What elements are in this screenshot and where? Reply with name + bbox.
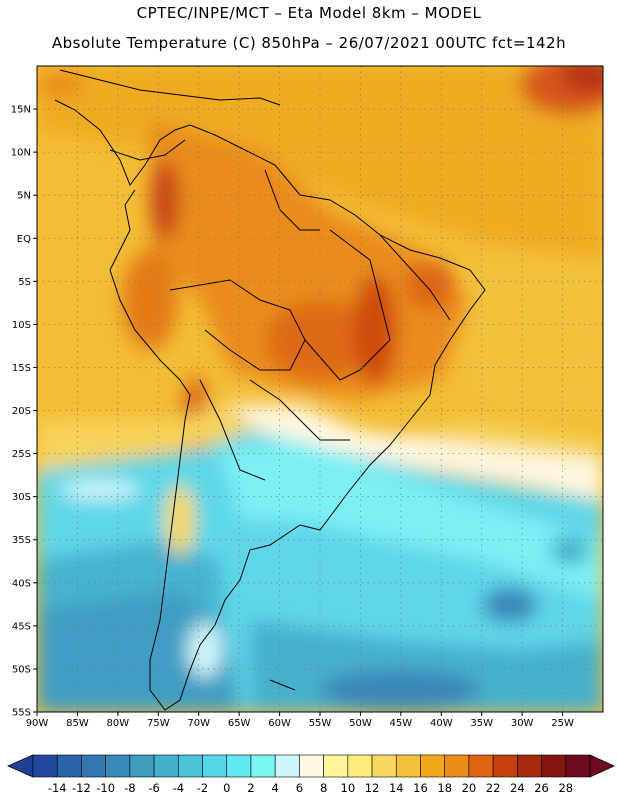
lat-label: 10N: [11, 148, 31, 159]
colorbar-label: -10: [96, 781, 115, 795]
colorbar-label: 20: [462, 781, 477, 795]
map-subtitle: Absolute Temperature (C) 850hPa – 26/07/…: [51, 34, 567, 52]
lat-label: 25S: [12, 449, 31, 460]
lon-label: 90W: [26, 718, 49, 729]
map-frame: [36, 65, 604, 713]
colorbar-swatch: [420, 754, 445, 778]
colorbar: -14 -12 -10 -8 -6 -4 -2 0 2 4 6 8 10 12 14 16 18 20 22 24 26…: [7, 754, 615, 795]
colorbar-swatch: [81, 754, 106, 778]
colorbar-swatch: [444, 754, 470, 778]
colorbar-swatch: [541, 754, 567, 778]
colorbar-label: -4: [173, 781, 184, 795]
lat-label: 20S: [12, 406, 31, 417]
lat-label: 55S: [12, 708, 31, 719]
colorbar-label: -8: [124, 781, 135, 795]
colorbar-label: 14: [389, 781, 404, 795]
colorbar-swatch: [226, 754, 252, 778]
lat-label: 50S: [12, 664, 31, 675]
lon-label: 65W: [228, 718, 251, 729]
colorbar-swatch: [274, 754, 300, 778]
colorbar-label: -2: [197, 781, 208, 795]
lon-label: 70W: [187, 718, 210, 729]
colorbar-over-arrow: [589, 754, 615, 778]
colorbar-label: 22: [486, 781, 501, 795]
lon-label: 35W: [470, 718, 493, 729]
lat-label: 15N: [11, 105, 31, 116]
lat-label: 5S: [18, 277, 31, 288]
colorbar-swatch: [323, 754, 349, 778]
coastlines: [54, 69, 486, 711]
lon-label: 25W: [551, 718, 574, 729]
colorbar-label: -6: [148, 781, 159, 795]
colorbar-swatch: [56, 754, 82, 778]
temperature-field: [37, 66, 603, 712]
colorbar-swatch: [178, 754, 203, 778]
colorbar-label: 12: [365, 781, 380, 795]
lon-label: 55W: [309, 718, 332, 729]
colorbar-swatch: [565, 754, 591, 778]
lon-label: 80W: [107, 718, 130, 729]
longitude-labels: 90W 85W 80W 75W 70W 65W 60W 55W 50W 45W 40W 35W 30W 2…: [26, 712, 574, 729]
colorbar-swatch: [395, 754, 421, 778]
colorbar-label: 6: [296, 781, 303, 795]
colorbar-swatch: [492, 754, 518, 778]
colorbar-label: 16: [413, 781, 428, 795]
lon-label: 40W: [430, 718, 453, 729]
colorbar-swatch: [347, 754, 373, 778]
colorbar-swatch: [153, 754, 179, 778]
lat-label: 30S: [12, 492, 31, 503]
lat-label: 15S: [12, 363, 31, 374]
lon-label: 75W: [147, 718, 170, 729]
colorbar-label: -14: [48, 781, 67, 795]
lat-label: 5N: [17, 191, 31, 202]
colorbar-label: 24: [510, 781, 525, 795]
colorbar-swatch: [371, 754, 397, 778]
colorbar-swatch: [250, 754, 276, 778]
colorbar-label: 2: [247, 781, 254, 795]
lon-label: 45W: [390, 718, 413, 729]
colorbar-label: -12: [72, 781, 91, 795]
colorbar-label: 18: [437, 781, 452, 795]
colorbar-swatch: [105, 754, 131, 778]
lon-label: 60W: [268, 718, 291, 729]
colorbar-swatch: [299, 754, 324, 778]
latitude-labels: 15N 10N 5N EQ 5S 10S 15S 20S 25S 30S 35S 40S 45S 50S 5…: [11, 105, 37, 719]
lat-label: EQ: [17, 234, 31, 245]
colorbar-under-arrow: [7, 754, 34, 778]
colorbar-label: 4: [272, 781, 279, 795]
colorbar-swatch: [129, 754, 155, 778]
lat-label: 10S: [12, 320, 31, 331]
map-title: CPTEC/INPE/MCT – Eta Model 8km – MODEL: [136, 4, 482, 22]
colorbar-swatch: [202, 754, 228, 778]
lon-label: 85W: [66, 718, 89, 729]
lat-label: 40S: [12, 578, 31, 589]
colorbar-label: 8: [320, 781, 327, 795]
colorbar-label: 10: [341, 781, 356, 795]
lon-label: 30W: [511, 718, 534, 729]
lat-label: 35S: [12, 535, 31, 546]
lat-label: 45S: [12, 621, 31, 632]
colorbar-label: 28: [558, 781, 573, 795]
lon-label: 50W: [349, 718, 372, 729]
colorbar-label: 26: [534, 781, 549, 795]
colorbar-swatch: [517, 754, 542, 778]
colorbar-swatch: [468, 754, 494, 778]
colorbar-label: 0: [223, 781, 230, 795]
colorbar-swatch: [32, 754, 58, 778]
